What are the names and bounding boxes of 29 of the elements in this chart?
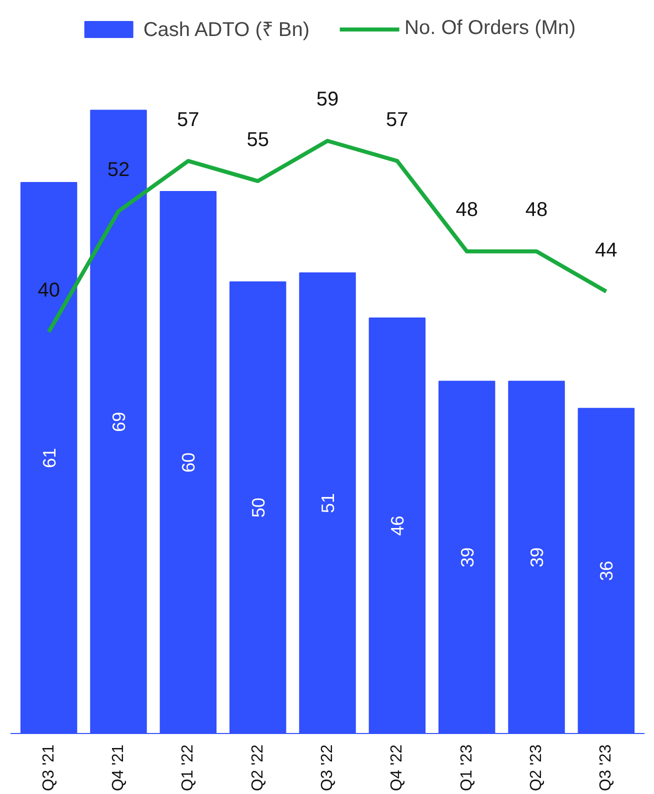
x-tick-label: Q3 '21 [40,744,58,792]
x-tick-label: Q2 '22 [249,744,266,792]
data-label: 61 [39,448,60,468]
data-label: 46 [388,516,408,536]
data-label: 40 [38,280,60,302]
x-tick-label: Q3 '23 [598,744,615,792]
data-label: 60 [178,452,199,473]
data-label: 48 [456,199,478,222]
x-tick-label: Q3 '22 [319,744,336,792]
data-label: 44 [595,239,618,262]
x-tick-label: Q4 '22 [388,744,406,792]
data-label: 51 [318,493,338,514]
x-tick-label: Q1 '23 [458,744,476,792]
data-label: 48 [525,199,548,222]
x-tick-label: Q2 '23 [528,744,546,792]
x-tick-label: Q1 '22 [180,744,197,792]
legend-label: Cash ADTO (₹ Bn) [143,18,310,42]
data-label: 59 [316,88,339,111]
data-label: 69 [108,412,129,432]
data-label: 55 [246,128,269,151]
data-label: 36 [596,560,617,581]
x-tick-label: Q4 '21 [110,744,127,792]
legend-label: No. Of Orders (Mn) [404,17,576,40]
data-label: 57 [177,108,200,131]
data-label: 52 [107,159,130,182]
data-label: 50 [248,498,268,518]
data-label: 39 [457,547,478,568]
data-label: 57 [386,108,408,131]
data-label: 39 [527,547,548,568]
